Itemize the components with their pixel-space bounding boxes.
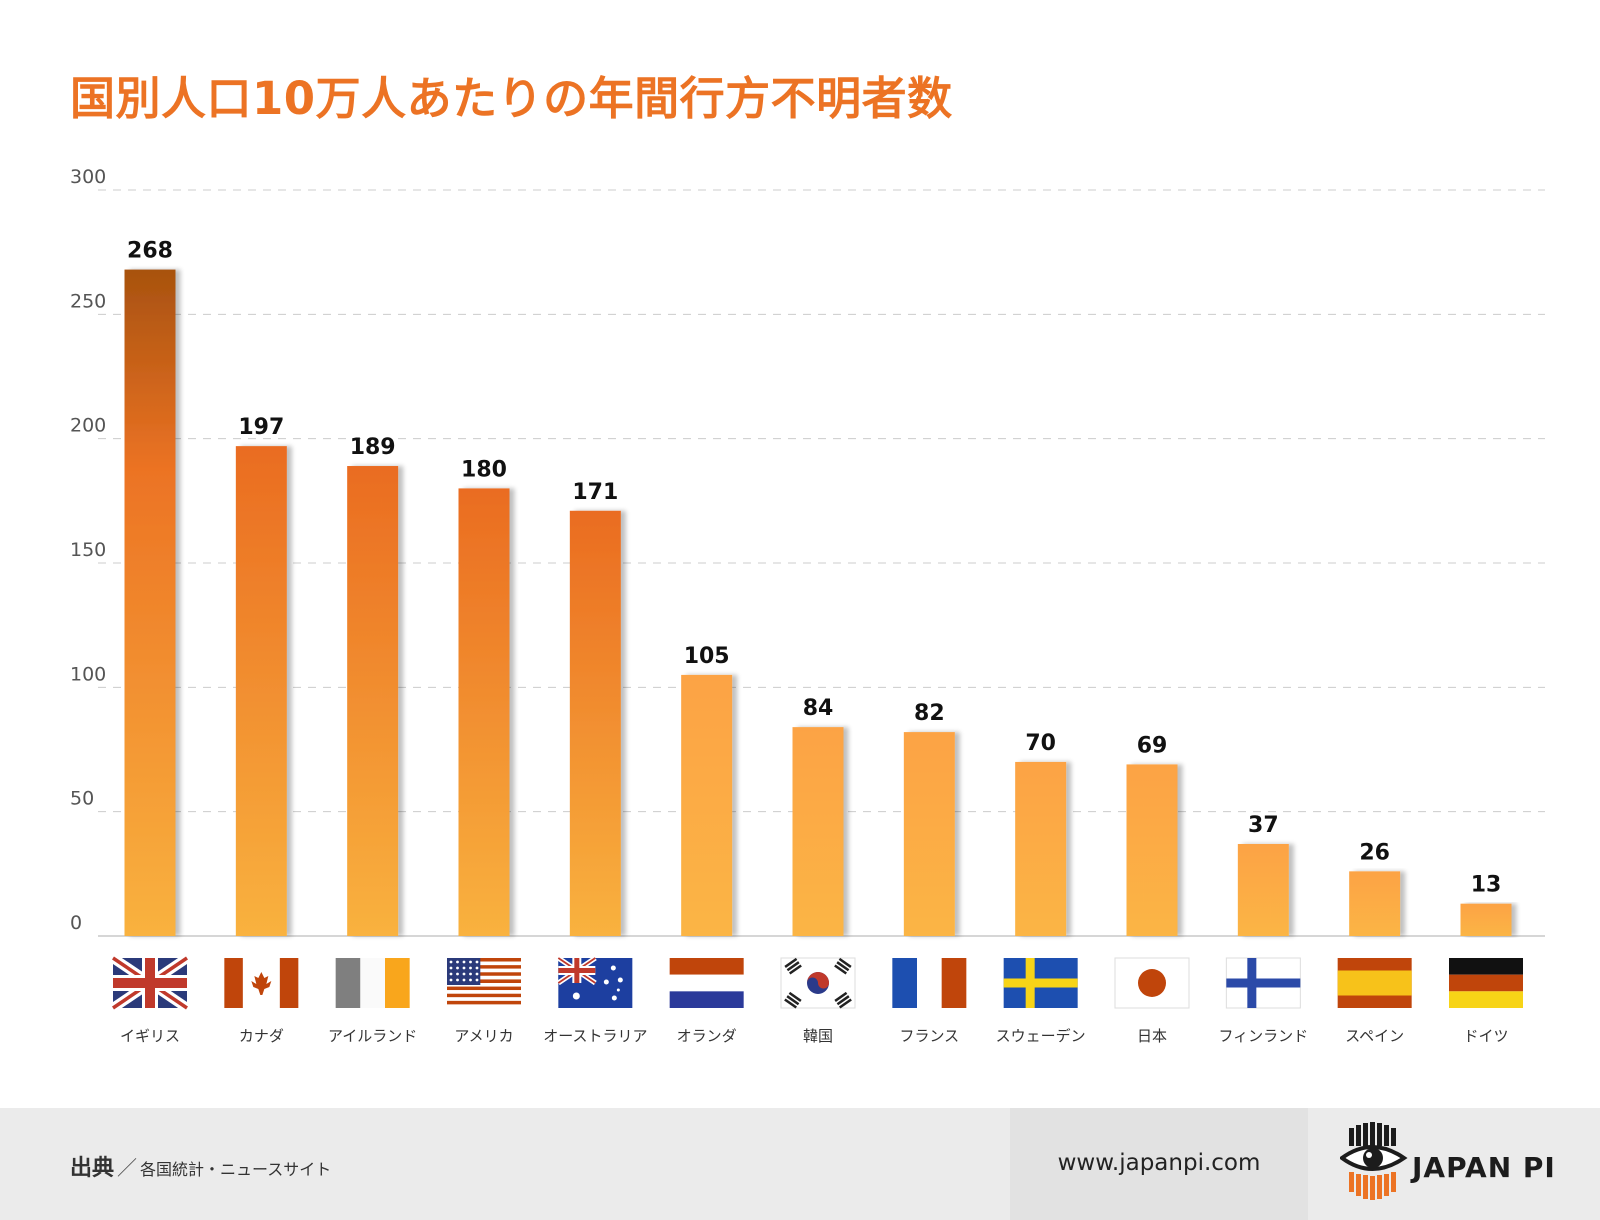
category-label-7: フランス [899,1027,959,1045]
value-label-1: 197 [238,415,284,440]
y-tick-label-50: 50 [70,788,94,810]
value-label-12: 13 [1471,873,1502,898]
source-text: 各国統計・ニュースサイト [140,1160,332,1179]
germany-flag-icon [1449,958,1523,1008]
ireland-flag-icon [335,958,410,1008]
category-label-9: 日本 [1137,1027,1167,1045]
finland-flag-icon [1225,957,1301,1009]
japan-pi-eye-icon [1340,1122,1408,1200]
source-note: 出典／各国統計・ニュースサイト [70,1150,331,1182]
source-label: 出典 [70,1156,115,1181]
canada-flag-icon [224,958,299,1008]
value-label-9: 69 [1137,733,1168,758]
bar-chart: 0 50 100 150 200 250 300 268 197 189 180 171 105 84 8… [70,166,1545,1045]
category-label-12: ドイツ [1463,1027,1508,1045]
bar-4 [569,510,621,936]
source-slash: ／ [117,1156,138,1180]
y-tick-label-0: 0 [70,912,82,934]
bar-7 [903,732,955,936]
bar-0 [124,269,176,936]
value-label-6: 84 [803,696,834,721]
y-tick-label-150: 150 [70,539,106,561]
category-label-3: アメリカ [454,1027,513,1045]
footer-website-panel [1010,1108,1308,1220]
category-label-11: スペイン [1345,1027,1404,1045]
value-label-8: 70 [1025,731,1056,756]
y-tick-label-200: 200 [70,415,106,437]
flag-icons [110,953,1523,1013]
australia-flag-icon [556,955,633,1008]
bar-11 [1349,871,1401,936]
footer-source-panel [0,1108,1010,1220]
value-labels: 268 197 189 180 171 105 84 82 70 69 37 26 13 [127,239,1501,898]
value-label-10: 37 [1248,813,1279,838]
y-tick-label-100: 100 [70,663,106,685]
category-label-5: オランダ [677,1027,737,1045]
bars [124,269,1512,936]
netherlands-flag-icon [669,958,744,1008]
bar-9 [1126,764,1178,936]
bar-10 [1237,843,1289,936]
value-label-0: 268 [127,239,173,264]
category-label-0: イギリス [120,1027,180,1045]
category-label-1: カナダ [239,1027,284,1045]
category-label-8: スウェーデン [996,1027,1086,1045]
bar-3 [458,488,510,936]
bar-1 [235,446,287,936]
sweden-flag-icon [1003,958,1078,1008]
value-label-4: 171 [572,480,618,505]
bar-8 [1015,761,1067,936]
value-label-7: 82 [914,701,945,726]
uk-flag-icon [110,953,190,1013]
chart-title: 国別人口10万人あたりの年間行方不明者数 [70,72,953,125]
bar-5 [681,674,733,936]
y-tick-label-250: 250 [70,290,106,312]
value-label-5: 105 [684,644,730,669]
logo-text: JAPAN PI [1412,1151,1556,1184]
bar-6 [792,727,844,936]
category-label-2: アイルランド [328,1027,417,1045]
france-flag-icon [892,958,967,1008]
category-label-10: フィンランド [1218,1027,1308,1045]
usa-flag-icon [447,958,521,1008]
category-label-6: 韓国 [803,1027,833,1045]
y-axis-labels: 0 50 100 150 200 250 300 [70,166,106,934]
bar-12 [1460,903,1512,936]
x-axis-labels: イギリス カナダ アイルランド アメリカ オーストラリア オランダ 韓国 フランス スウェーデン… [120,1027,1509,1045]
japan-flag-icon [1114,957,1190,1009]
value-label-3: 180 [461,457,507,482]
korea-flag-icon [780,957,856,1009]
value-label-2: 189 [350,435,396,460]
category-label-4: オーストラリア [543,1027,647,1045]
bar-2 [347,466,399,936]
spain-flag-icon [1337,958,1412,1008]
value-label-11: 26 [1359,840,1390,865]
y-tick-label-300: 300 [70,166,106,188]
website-link[interactable]: www.japanpi.com [1057,1150,1261,1176]
